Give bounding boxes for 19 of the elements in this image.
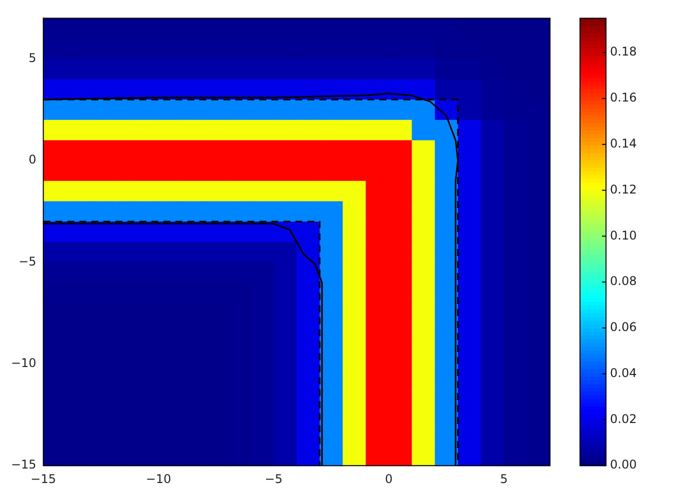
y-tick-label: −5 — [18, 254, 36, 268]
y-tick-label: 5 — [28, 51, 36, 65]
x-tick-label: 0 — [384, 472, 393, 486]
color-bar-label: 0.16 — [610, 90, 637, 105]
x-tick-label: −5 — [264, 472, 282, 486]
color-bar-label: 0.02 — [610, 412, 637, 426]
color-bar-label: 0.08 — [610, 274, 637, 288]
color-bar-label: 0.00 — [610, 458, 637, 472]
color-bar-label: 0.10 — [610, 228, 637, 242]
y-tick-label: −15 — [10, 458, 36, 472]
color-bar-label: 0.04 — [610, 366, 637, 380]
x-tick-label: 5 — [500, 472, 508, 486]
y-tick-label: 0 — [28, 152, 36, 167]
color-bar-label: 0.14 — [610, 136, 637, 151]
color-bar-label: 0.18 — [610, 44, 637, 59]
color-bar-label: 0.12 — [610, 182, 637, 196]
x-tick-label: −10 — [146, 472, 172, 486]
y-tick-label: −10 — [10, 356, 36, 370]
color-bar-label: 0.06 — [610, 320, 637, 334]
